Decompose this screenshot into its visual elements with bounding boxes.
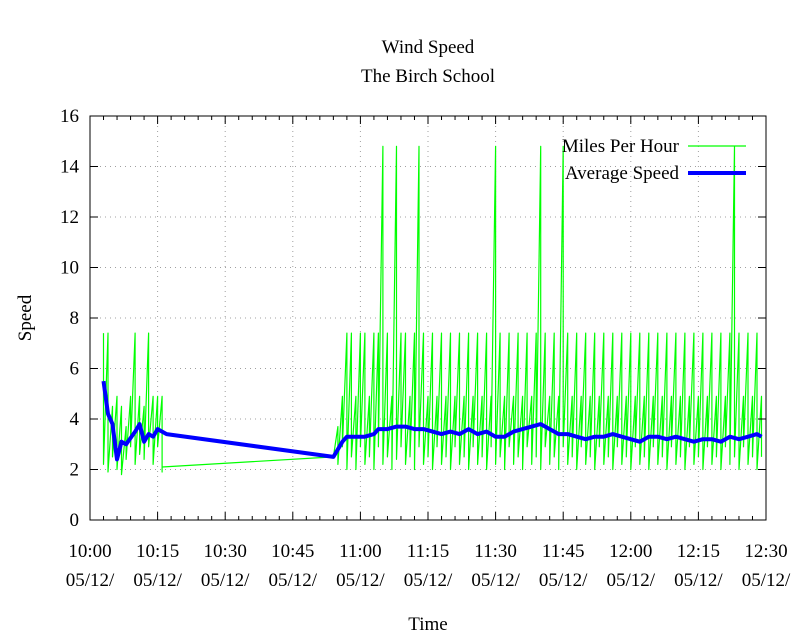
x-tick-time-label: 10:15 (136, 541, 179, 562)
x-tick-date-label: 05/12/ (539, 570, 588, 591)
x-tick-time-label: 10:00 (68, 541, 111, 562)
x-tick-date-label: 05/12/ (471, 570, 520, 591)
x-tick-time-label: 12:00 (609, 541, 652, 562)
x-tick-time-label: 11:45 (542, 541, 585, 562)
x-tick-time-label: 10:45 (271, 541, 314, 562)
y-tick-label: 2 (70, 460, 80, 481)
x-tick-date-label: 05/12/ (336, 570, 385, 591)
x-tick-date-label: 05/12/ (133, 570, 182, 591)
axes: 0 2 4 6 8 10 12 14 16 10:00 05/12/10:15 05/12/10:30… (60, 106, 791, 591)
y-tick-label: 16 (60, 106, 79, 127)
legend: Miles Per Hour Average Speed (562, 136, 746, 184)
y-tick-label: 0 (70, 510, 80, 531)
x-tick-date-label: 05/12/ (404, 570, 453, 591)
y-tick-label: 12 (60, 207, 79, 228)
plot-area (101, 145, 763, 476)
x-tick-time-label: 11:15 (407, 541, 450, 562)
miles-per-hour-line (102, 145, 763, 476)
chart-title: Wind Speed (382, 37, 475, 58)
x-tick-time-label: 10:30 (204, 541, 247, 562)
average-speed-line (101, 380, 763, 462)
y-tick-label: 14 (60, 157, 80, 178)
x-tick-date-label: 05/12/ (742, 570, 791, 591)
x-axis-label: Time (408, 614, 447, 635)
x-tick-time-label: 11:30 (474, 541, 517, 562)
x-tick-date-label: 05/12/ (201, 570, 250, 591)
x-tick-time-label: 12:15 (677, 541, 720, 562)
x-tick-time-label: 11:00 (339, 541, 382, 562)
x-tick-date-label: 05/12/ (269, 570, 318, 591)
y-axis-label: Speed (15, 294, 36, 341)
x-tick-date-label: 05/12/ (674, 570, 723, 591)
legend-label-average-speed: Average Speed (565, 163, 680, 184)
x-tick-date-label: 05/12/ (66, 570, 115, 591)
x-tick-time-label: 12:30 (744, 541, 787, 562)
plot-border (89, 115, 767, 521)
y-tick-label: 4 (70, 409, 80, 430)
x-tick-date-label: 05/12/ (607, 570, 656, 591)
y-tick-label: 6 (70, 359, 80, 380)
y-tick-label: 8 (70, 308, 80, 329)
legend-label-miles-per-hour: Miles Per Hour (562, 136, 680, 157)
y-tick-label: 10 (60, 258, 79, 279)
chart-subtitle: The Birch School (361, 66, 495, 87)
